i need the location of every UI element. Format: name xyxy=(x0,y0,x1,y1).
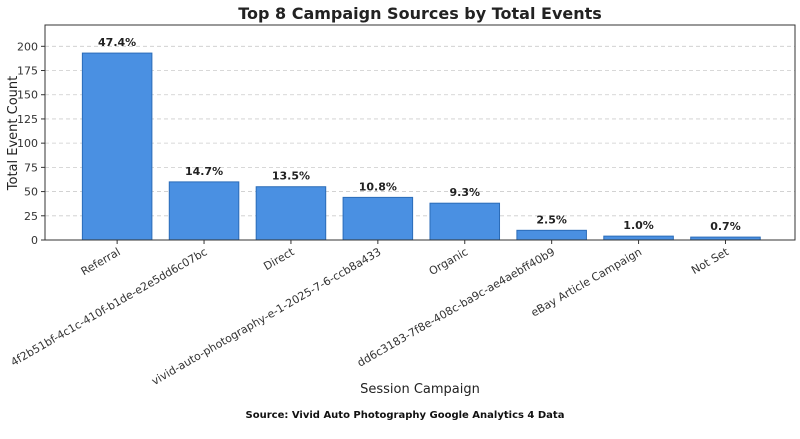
y-tick-label: 25 xyxy=(24,210,38,223)
data-label: 2.5% xyxy=(536,213,567,226)
data-label: 10.8% xyxy=(359,180,397,193)
bar xyxy=(81,52,153,241)
y-tick-label: 50 xyxy=(24,186,38,199)
x-tick-label: Organic xyxy=(427,245,471,278)
x-axis-label: Session Campaign xyxy=(360,382,480,397)
data-label: 47.4% xyxy=(98,36,136,49)
y-tick-label: 175 xyxy=(17,65,38,78)
data-label: 9.3% xyxy=(449,186,480,199)
y-tick-label: 0 xyxy=(31,234,38,247)
data-label: 13.5% xyxy=(272,170,310,183)
bar xyxy=(342,196,414,241)
data-label: 0.7% xyxy=(710,220,741,233)
x-tick-label: Referral xyxy=(79,245,123,278)
data-label: 1.0% xyxy=(623,219,654,232)
plot-frame xyxy=(44,24,796,241)
x-tick-label: Not Set xyxy=(689,245,731,277)
source-caption: Source: Vivid Auto Photography Google An… xyxy=(246,410,565,421)
bar xyxy=(603,235,674,241)
y-tick-label: 75 xyxy=(24,161,38,174)
y-tick-label: 125 xyxy=(17,113,38,126)
bar xyxy=(516,229,587,241)
y-tick-label: 150 xyxy=(17,89,38,102)
bar xyxy=(168,181,240,241)
y-tick-label: 200 xyxy=(17,40,38,53)
data-label: 14.7% xyxy=(185,165,223,178)
y-tick-label: 100 xyxy=(17,137,38,150)
bar xyxy=(429,202,501,241)
bar xyxy=(255,186,327,241)
x-tick-label: Direct xyxy=(261,245,297,273)
y-axis-label: Total Event Count xyxy=(6,76,21,191)
chart-title: Top 8 Campaign Sources by Total Events xyxy=(238,4,602,23)
